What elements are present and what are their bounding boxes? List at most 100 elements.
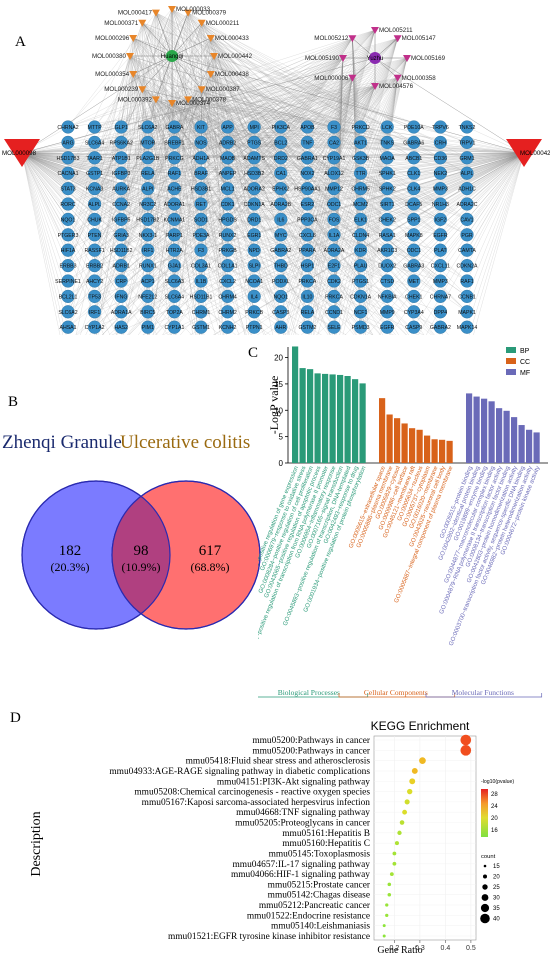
kegg-size-dot: [483, 874, 487, 879]
target-label: PRKCA: [298, 279, 316, 285]
target-label: SLC6A2: [58, 310, 77, 316]
target-node: [194, 182, 208, 196]
target-label: CACNA1: [57, 171, 78, 177]
target-node: [167, 212, 182, 227]
target-node: [87, 320, 102, 334]
kegg-x-tick-label: 0.5: [466, 945, 476, 952]
panel-label-b: B: [8, 394, 19, 410]
target-node: [433, 120, 448, 134]
target-label: FOS: [329, 217, 340, 223]
target-label: PLAT: [434, 248, 447, 254]
compound-label: MOL000378: [192, 96, 227, 103]
target-label: AKT1: [354, 140, 367, 146]
target-node: [167, 259, 182, 273]
target-label: CHEK2: [379, 217, 396, 223]
target-node: [167, 182, 182, 196]
compound-node: [129, 35, 138, 43]
target-node: [87, 274, 102, 288]
target-node: [141, 274, 155, 288]
kegg-dot: [392, 851, 397, 856]
target-node: [87, 259, 102, 273]
target-label: MPI: [250, 125, 259, 131]
target-label: AHCY2: [86, 279, 103, 285]
target-label: TRPV6: [432, 125, 449, 131]
target-node: [407, 320, 421, 334]
go-bar: [401, 423, 408, 463]
target-node: [354, 151, 368, 165]
target-node: [141, 197, 155, 211]
target-node: [460, 166, 474, 180]
compound-label: MOL000417: [118, 10, 153, 17]
target-node: [407, 289, 421, 304]
go-bar: [511, 417, 518, 463]
target-node: [300, 305, 315, 319]
target-node: [327, 120, 341, 134]
go-bar: [386, 414, 393, 463]
target-label: EGFR: [380, 325, 395, 331]
target-node: [141, 212, 155, 227]
target-node: [380, 259, 394, 273]
panel-label-a: A: [15, 34, 26, 50]
go-y-tick-label: 10: [274, 406, 283, 415]
target-label: APP: [222, 125, 233, 131]
target-label: CHEK1: [405, 294, 422, 300]
target-node: [141, 135, 155, 150]
target-label: NR1H3: [432, 202, 449, 208]
go-bar: [307, 369, 314, 463]
target-label: CDKN1A: [244, 202, 266, 208]
target-label: CRH: [435, 140, 446, 146]
target-node: [221, 305, 235, 319]
venn-diagram: Zhenqi Granule Ulcerative colitis 182 (2…: [0, 420, 270, 690]
compound-label: MOL000371: [104, 20, 139, 27]
target-node: [87, 305, 102, 319]
kegg-size-tick: 35: [493, 906, 500, 912]
target-node: [141, 305, 155, 319]
kegg-dot: [399, 820, 405, 825]
target-node: [433, 259, 448, 273]
venn-intersection: [112, 481, 170, 629]
target-node: [300, 228, 315, 242]
target-label: CYP1A1: [164, 325, 184, 331]
target-node: [460, 151, 474, 165]
kegg-size-tick: 20: [493, 875, 500, 881]
go-bar: [473, 396, 480, 463]
kegg-dot: [411, 768, 418, 774]
compound-node: [393, 35, 402, 43]
target-node: [87, 166, 102, 180]
venn-left-pct: (20.3%): [51, 560, 90, 574]
kegg-term-label: mmu05212:Pancreatic cancer: [259, 901, 371, 911]
venn-mid-pct: (10.9%): [122, 560, 161, 574]
target-label: NQO1: [61, 217, 76, 223]
target-node: [141, 166, 155, 180]
kegg-term-label: mmu01522:Endocrine resistance: [247, 911, 370, 921]
target-label: COL1A1: [218, 264, 238, 270]
target-node: [380, 305, 394, 319]
target-label: RASSF1: [85, 248, 105, 254]
target-label: MAPK8: [405, 233, 423, 239]
target-node: [274, 212, 288, 227]
go-group-bracket: [258, 693, 369, 698]
target-label: NKX3-1: [139, 233, 157, 239]
target-label: SOD1: [194, 217, 208, 223]
compound-node: [403, 55, 411, 62]
hub-node: [4, 139, 40, 167]
target-node: [327, 166, 341, 180]
target-node: [87, 212, 102, 227]
target-node: [141, 182, 155, 196]
target-node: [247, 151, 261, 165]
target-label: GSTM1: [192, 325, 210, 331]
target-label: F3: [198, 248, 204, 254]
go-group-label: Molecular Functions: [452, 688, 514, 697]
target-label: CXCL11: [431, 264, 450, 270]
target-label: CA2: [329, 140, 339, 146]
target-label: ADRB2: [219, 140, 236, 146]
target-node: [114, 212, 128, 227]
target-label: CCNA2: [112, 202, 130, 208]
target-node: [354, 289, 368, 304]
target-node: [141, 228, 155, 242]
target-label: CHRNA2: [57, 125, 78, 131]
target-label: ACHE: [167, 187, 182, 193]
go-bar: [292, 346, 299, 463]
target-label: RAF1: [168, 171, 181, 177]
target-node: [114, 228, 128, 242]
